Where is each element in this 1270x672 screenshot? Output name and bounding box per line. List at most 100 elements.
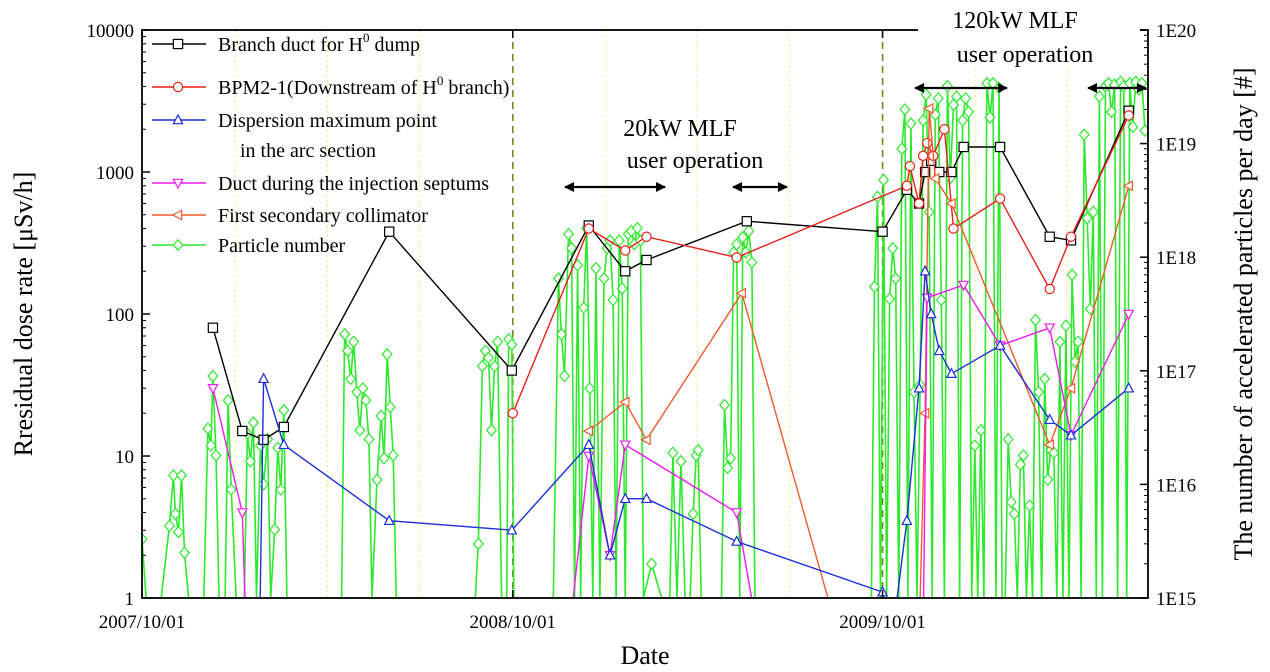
data-point: [640, 434, 651, 446]
data-point: [1072, 335, 1084, 349]
y-right-tick-label: 1E15: [1156, 589, 1196, 610]
data-point: [360, 393, 372, 407]
data-point: [1060, 319, 1072, 333]
data-point: [631, 221, 643, 235]
data-point: [1044, 283, 1055, 295]
data-point: [507, 408, 518, 419]
data-point: [994, 339, 1006, 350]
data-point: [616, 282, 628, 295]
series-layer: [142, 75, 1148, 598]
y-right-tick-label: 1E19: [1156, 135, 1196, 156]
data-point: [378, 451, 390, 465]
data-point: [578, 301, 590, 315]
data-point: [1044, 231, 1055, 242]
data-point: [492, 335, 504, 349]
data-point: [746, 255, 758, 269]
series-line: [212, 110, 1130, 441]
data-point: [884, 292, 896, 306]
data-point: [1081, 211, 1093, 225]
data-point: [620, 266, 631, 277]
data-point: [913, 381, 925, 393]
series-line: [212, 284, 1130, 598]
data-point: [357, 381, 369, 395]
data-point: [890, 272, 902, 285]
data-point: [1065, 428, 1077, 440]
annotations: 20kW MLF user operation 120kW MLF user oper…: [564, 2, 1147, 192]
series-2: [257, 264, 1135, 598]
data-point: [1008, 507, 1020, 521]
data-point: [619, 440, 631, 452]
data-point: [868, 280, 881, 294]
series-1: [507, 110, 1134, 419]
data-point: [960, 91, 972, 105]
data-point: [339, 327, 351, 341]
data-point: [994, 193, 1006, 204]
data-point: [919, 264, 931, 276]
data-point: [1087, 205, 1099, 219]
data-point: [207, 383, 219, 395]
data-point: [384, 400, 396, 414]
legend-entry: First secondary collimator: [152, 205, 428, 227]
data-point: [237, 425, 248, 437]
data-point: [645, 557, 658, 571]
data-point: [175, 468, 188, 482]
data-point: [941, 79, 954, 93]
data-point: [917, 113, 929, 127]
data-point: [731, 237, 743, 251]
data-point: [877, 226, 888, 237]
data-point: [731, 252, 742, 263]
legend-marker: [172, 238, 184, 252]
data-point: [1042, 473, 1054, 487]
data-point: [1048, 446, 1060, 460]
data-point: [877, 173, 890, 187]
data-point: [371, 473, 383, 487]
data-point: [604, 548, 616, 560]
data-point: [258, 434, 269, 446]
y-right-tick-label: 1E18: [1156, 248, 1196, 269]
legend-marker: [172, 113, 184, 125]
data-point: [928, 172, 940, 185]
legend-marker: [171, 209, 183, 221]
data-point: [1054, 335, 1066, 349]
data-point: [1105, 105, 1118, 119]
data-point: [278, 438, 290, 450]
data-point: [225, 483, 237, 497]
data-point: [345, 372, 357, 386]
data-point: [904, 160, 916, 172]
legend-marker: [172, 81, 184, 93]
data-point: [731, 535, 743, 546]
data-point: [1044, 413, 1056, 425]
data-point: [932, 91, 944, 105]
data-point: [935, 293, 947, 307]
data-point: [1066, 268, 1078, 282]
data-point: [1023, 499, 1036, 513]
data-point: [565, 241, 578, 255]
data-point: [945, 367, 958, 378]
data-point: [363, 432, 375, 446]
data-point: [1065, 231, 1077, 242]
data-point: [207, 322, 219, 333]
data-point: [1139, 124, 1148, 138]
data-point: [472, 537, 484, 551]
legend-label: Particle number: [218, 235, 346, 257]
data-point: [278, 403, 290, 417]
data-point: [222, 393, 234, 407]
data-point: [142, 532, 148, 546]
data-point: [275, 483, 287, 497]
annotation-120kw-line2: user operation: [957, 42, 1094, 68]
data-point: [607, 293, 619, 307]
data-point: [731, 508, 743, 519]
data-point: [1078, 128, 1090, 142]
y-left-tick-label: 10000: [87, 21, 135, 42]
data-point: [919, 166, 931, 178]
legend-marker: [172, 178, 184, 190]
x-axis-title: Date: [620, 641, 669, 670]
y-left-tick-label: 10: [115, 447, 134, 468]
data-point: [741, 216, 753, 227]
data-point: [210, 448, 222, 462]
data-point: [555, 327, 568, 341]
data-point: [387, 448, 399, 462]
annotation-120kw-background: [918, 2, 1140, 68]
data-point: [178, 546, 191, 560]
